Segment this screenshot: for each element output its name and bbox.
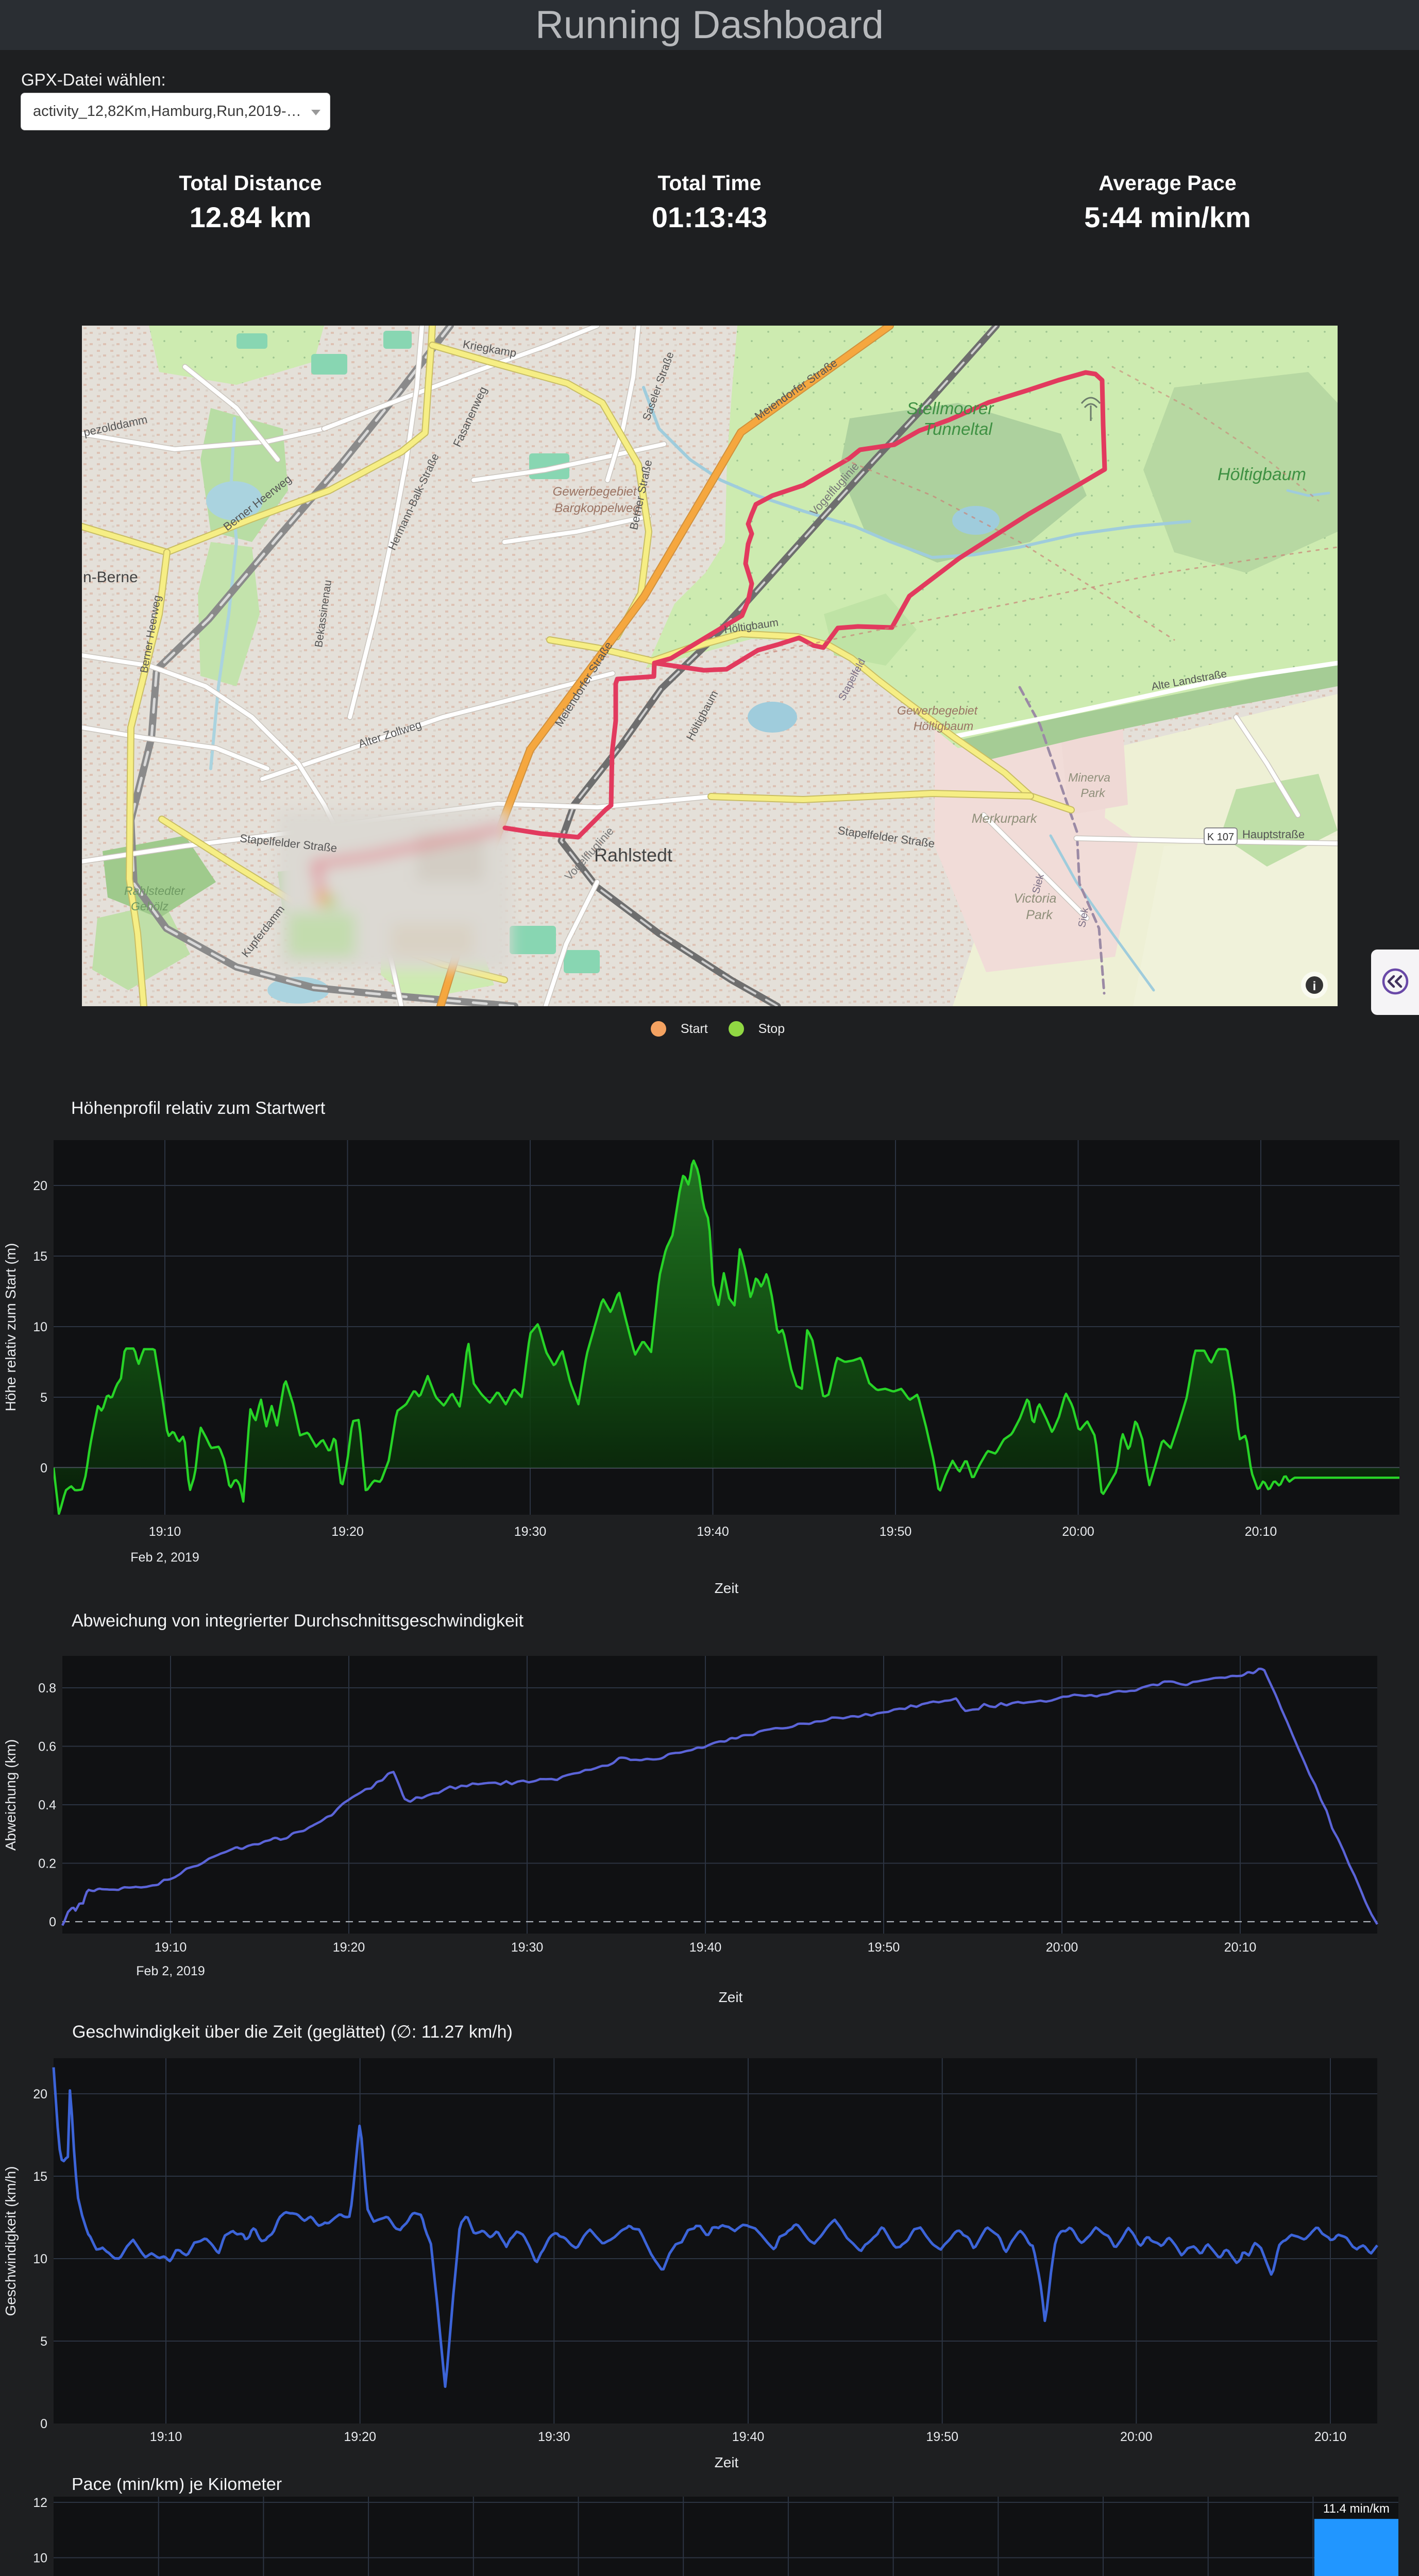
svg-text:19:20: 19:20 xyxy=(344,2430,376,2444)
svg-text:Feb 2, 2019: Feb 2, 2019 xyxy=(130,1550,199,1565)
svg-text:19:20: 19:20 xyxy=(331,1524,364,1539)
svg-text:10: 10 xyxy=(33,1320,47,1334)
svg-text:10: 10 xyxy=(33,2551,47,2566)
svg-text:Geschwindigkeit (km/h): Geschwindigkeit (km/h) xyxy=(3,2166,19,2316)
svg-text:19:30: 19:30 xyxy=(511,1940,544,1955)
svg-text:0: 0 xyxy=(40,1461,47,1476)
svg-text:Merkurpark: Merkurpark xyxy=(972,811,1038,826)
svg-text:19:20: 19:20 xyxy=(333,1940,365,1955)
svg-text:0.6: 0.6 xyxy=(38,1740,56,1754)
svg-text:0.8: 0.8 xyxy=(38,1681,56,1696)
svg-text:Zeit: Zeit xyxy=(715,1580,739,1596)
svg-text:19:50: 19:50 xyxy=(868,1940,900,1955)
svg-text:5: 5 xyxy=(40,1391,47,1405)
svg-text:Victoria: Victoria xyxy=(1014,891,1057,906)
svg-text:19:10: 19:10 xyxy=(155,1940,187,1955)
svg-text:0: 0 xyxy=(40,2417,47,2431)
svg-text:Zeit: Zeit xyxy=(719,1989,743,2005)
svg-text:10: 10 xyxy=(33,2252,47,2266)
svg-text:Geschwindigkeit über die Zeit: Geschwindigkeit über die Zeit (geglättet… xyxy=(72,2022,513,2042)
svg-text:20:00: 20:00 xyxy=(1062,1524,1094,1539)
svg-text:19:50: 19:50 xyxy=(880,1524,912,1539)
svg-text:20:00: 20:00 xyxy=(1046,1940,1078,1955)
svg-text:19:30: 19:30 xyxy=(538,2430,570,2444)
svg-text:Rahlstedt: Rahlstedt xyxy=(594,844,672,866)
svg-text:Park: Park xyxy=(1026,908,1053,922)
svg-text:Gewerbegebiet: Gewerbegebiet xyxy=(897,704,978,717)
svg-text:0.2: 0.2 xyxy=(38,1857,56,1871)
svg-text:Hauptstraße: Hauptstraße xyxy=(1242,828,1305,841)
svg-text:19:10: 19:10 xyxy=(149,1524,181,1539)
svg-text:20:10: 20:10 xyxy=(1245,1524,1277,1539)
svg-text:K 107: K 107 xyxy=(1207,832,1234,843)
svg-text:20:10: 20:10 xyxy=(1314,2430,1347,2444)
svg-text:Höhenprofil relativ zum Startw: Höhenprofil relativ zum Startwert xyxy=(71,1098,326,1118)
svg-text:n-Berne: n-Berne xyxy=(83,569,138,586)
svg-text:Park: Park xyxy=(1080,786,1106,800)
svg-text:Höhe relativ zum Start (m): Höhe relativ zum Start (m) xyxy=(3,1243,19,1412)
svg-text:20:10: 20:10 xyxy=(1224,1940,1257,1955)
svg-text:12: 12 xyxy=(33,2496,47,2510)
svg-text:Bargkoppelweg: Bargkoppelweg xyxy=(554,501,640,515)
svg-text:19:40: 19:40 xyxy=(689,1940,722,1955)
svg-text:19:40: 19:40 xyxy=(697,1524,729,1539)
svg-text:0: 0 xyxy=(49,1915,56,1929)
svg-text:Stellmoorer: Stellmoorer xyxy=(907,399,995,418)
svg-text:Abweichung (km): Abweichung (km) xyxy=(3,1739,19,1851)
svg-text:Abweichung von integrierter Du: Abweichung von integrierter Durchschnitt… xyxy=(72,1611,523,1631)
svg-text:20:00: 20:00 xyxy=(1120,2430,1153,2444)
svg-text:5: 5 xyxy=(40,2334,47,2349)
svg-text:19:50: 19:50 xyxy=(926,2430,958,2444)
svg-text:Gehölz: Gehölz xyxy=(131,900,168,913)
svg-text:20: 20 xyxy=(33,2087,47,2102)
svg-text:Tunneltal: Tunneltal xyxy=(923,419,993,438)
svg-text:15: 15 xyxy=(33,2170,47,2184)
svg-text:11.4 min/km: 11.4 min/km xyxy=(1323,2502,1390,2516)
svg-text:Gewerbegebiet: Gewerbegebiet xyxy=(553,485,637,499)
svg-text:Minerva: Minerva xyxy=(1068,771,1110,784)
svg-text:20: 20 xyxy=(33,1179,47,1193)
svg-text:19:40: 19:40 xyxy=(732,2430,765,2444)
svg-text:15: 15 xyxy=(33,1249,47,1264)
svg-text:19:10: 19:10 xyxy=(150,2430,182,2444)
svg-text:19:30: 19:30 xyxy=(514,1524,547,1539)
svg-text:Zeit: Zeit xyxy=(715,2454,739,2470)
svg-text:0.4: 0.4 xyxy=(38,1798,56,1812)
svg-text:Rahlstedter: Rahlstedter xyxy=(124,884,185,897)
svg-text:Höltigbaum: Höltigbaum xyxy=(1218,465,1306,484)
svg-text:i: i xyxy=(1313,979,1316,993)
svg-text:Pace (min/km) je Kilometer: Pace (min/km) je Kilometer xyxy=(72,2478,282,2494)
svg-text:Feb 2, 2019: Feb 2, 2019 xyxy=(136,1964,205,1978)
svg-text:Höltigbaum: Höltigbaum xyxy=(914,719,973,733)
